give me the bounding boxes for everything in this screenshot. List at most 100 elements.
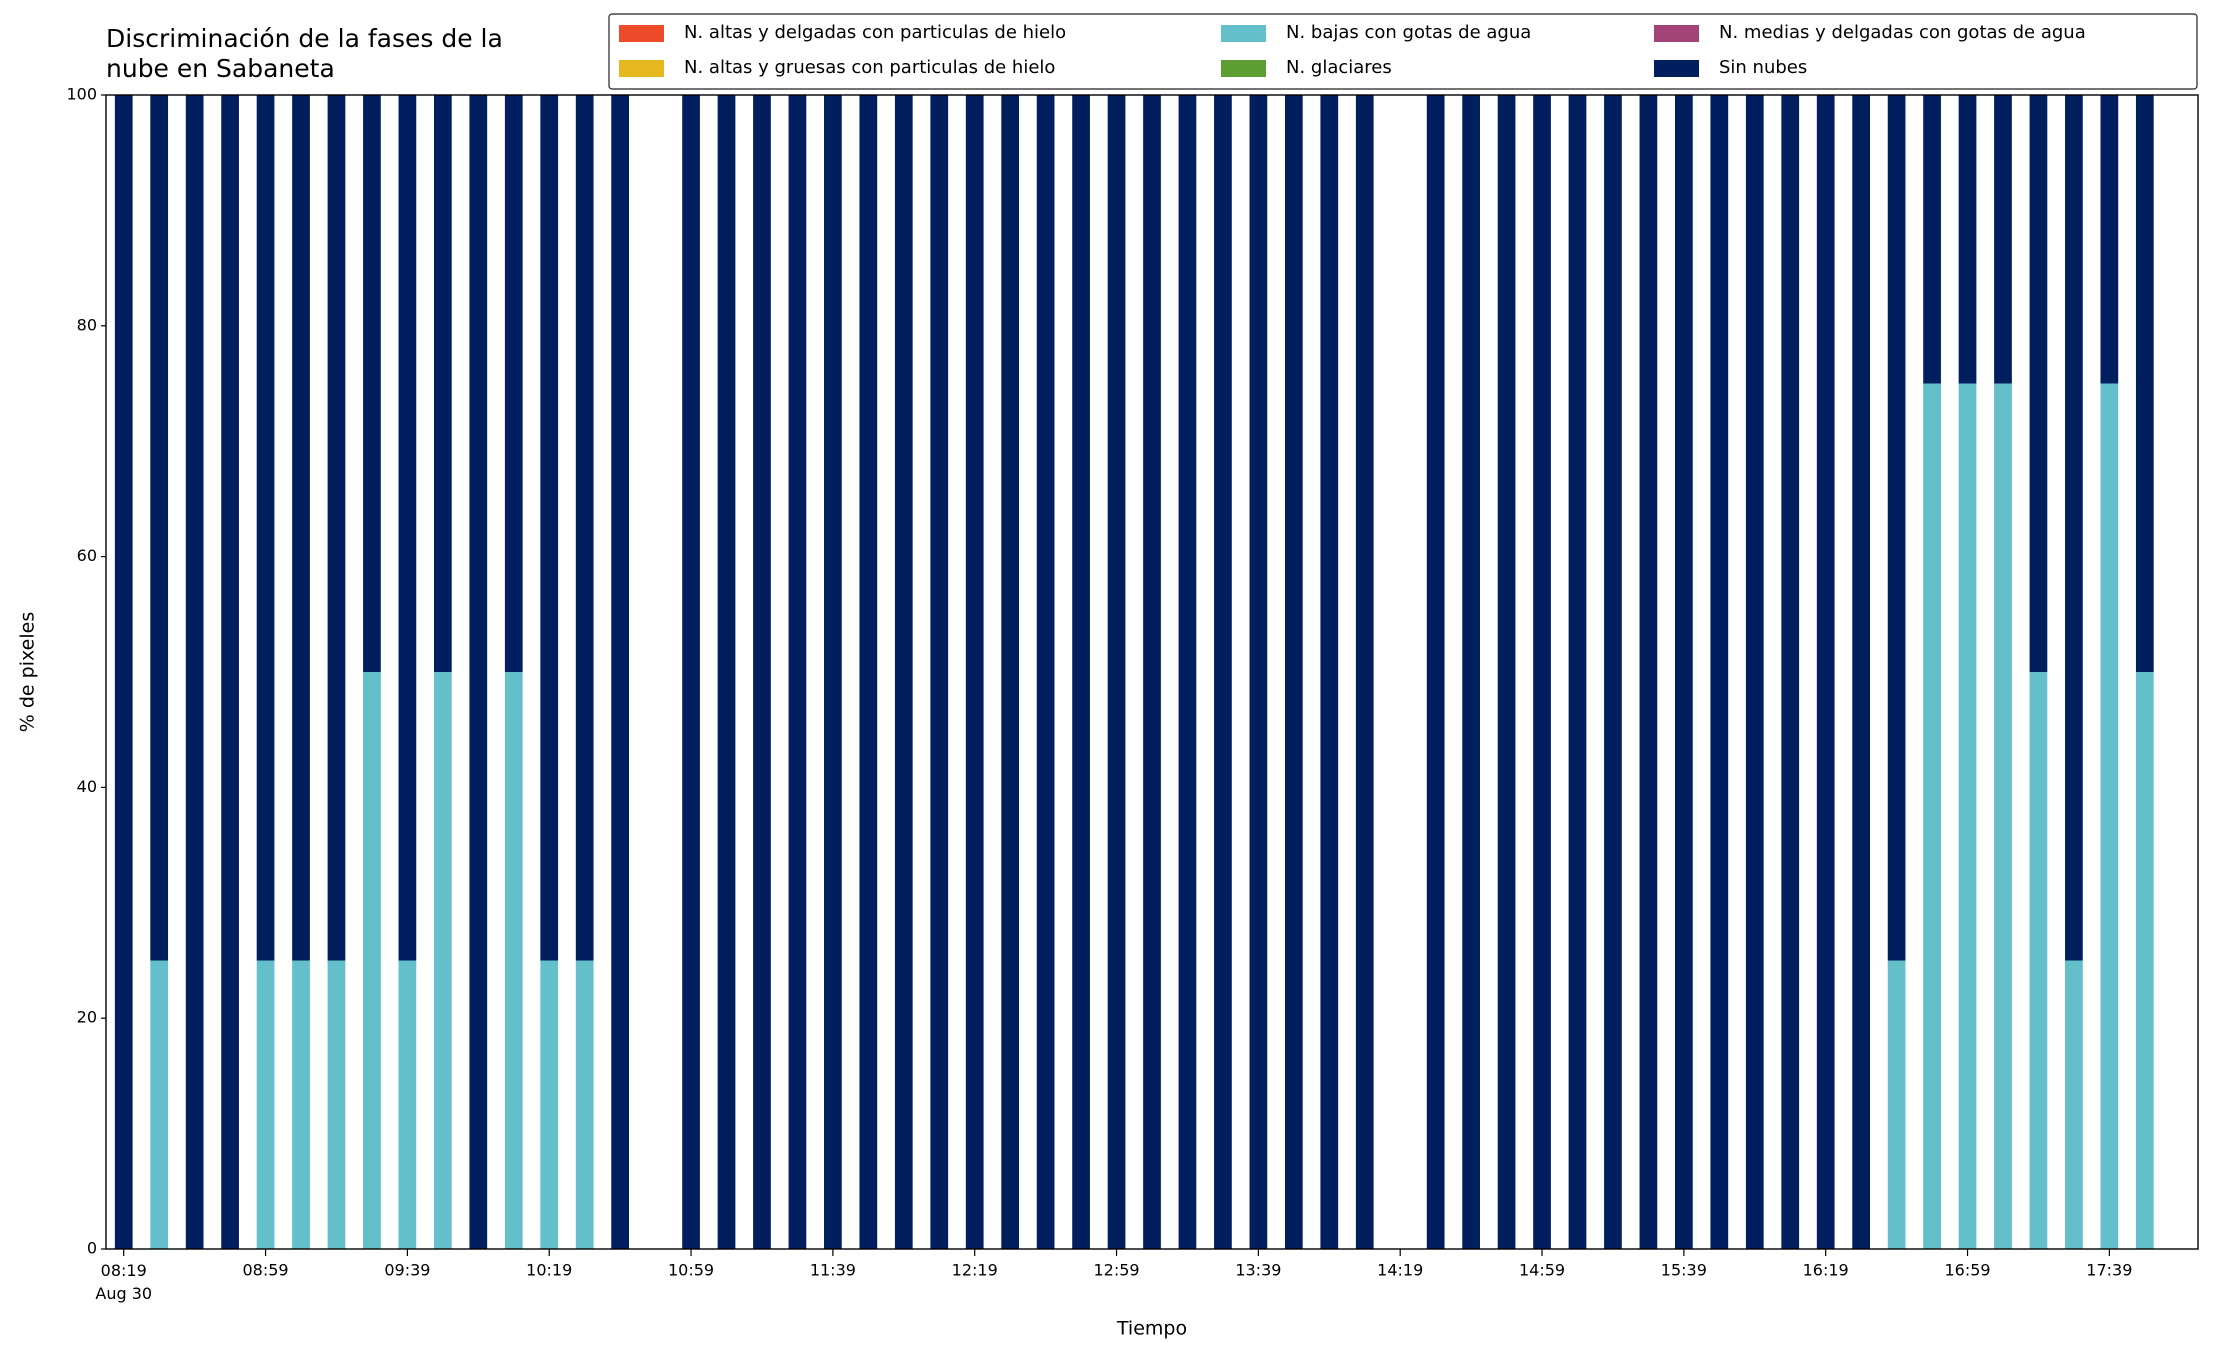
- y-tick-label: 100: [66, 85, 97, 104]
- legend-label: N. glaciares: [1286, 57, 1392, 78]
- bar-segment: [433, 95, 452, 672]
- bar-segment: [1994, 95, 2012, 384]
- bar-segment: [1426, 95, 1445, 1249]
- bar-segment: [150, 95, 169, 961]
- y-tick-label: 40: [77, 777, 97, 796]
- bar-segment: [1745, 95, 1764, 1249]
- bar-segment: [1143, 95, 1161, 1249]
- y-tick-label: 80: [77, 315, 97, 334]
- bar-segment: [1639, 95, 1658, 1249]
- bar-segment: [469, 95, 488, 1249]
- bar-segment: [221, 95, 239, 1249]
- bar-segment: [753, 95, 771, 1249]
- bar-segment: [185, 95, 204, 1249]
- x-tick-label: 08:19 Aug 30: [95, 1261, 152, 1303]
- bar-segment: [1001, 95, 1020, 1249]
- bar-segment: [256, 960, 275, 1249]
- y-tick-label: 0: [87, 1239, 97, 1258]
- x-tick-label: 14:19: [1377, 1261, 1423, 1280]
- bar-segment: [2100, 95, 2119, 384]
- bar-segment: [1178, 95, 1197, 1249]
- bar-segment: [1923, 95, 1941, 384]
- bar-segment: [398, 960, 417, 1249]
- bar-segment: [1604, 95, 1622, 1249]
- chart-title: Discriminación de la fases de la nube en …: [106, 24, 503, 83]
- bar-segment: [540, 95, 559, 961]
- x-tick-label: 15:39: [1661, 1261, 1707, 1280]
- legend-swatch: [1654, 25, 1699, 42]
- bar-segment: [965, 95, 984, 1249]
- bar-segment: [1107, 95, 1126, 1249]
- bar-segment: [859, 95, 878, 1249]
- bar-segment: [1533, 95, 1551, 1249]
- bar-segment: [824, 95, 842, 1249]
- bar-segment: [894, 95, 913, 1249]
- bar-segment: [1923, 383, 1941, 1249]
- bar-segment: [2065, 95, 2083, 961]
- bar-segment: [114, 95, 133, 1249]
- x-tick-label: 08:59: [243, 1261, 289, 1280]
- bar-segment: [1994, 383, 2012, 1249]
- x-tick-label: 10:19: [526, 1261, 572, 1280]
- bar-segment: [1852, 95, 1871, 1249]
- bar-segment: [292, 960, 310, 1249]
- bar-segment: [1710, 95, 1729, 1249]
- legend-swatch: [1221, 60, 1266, 77]
- legend-swatch: [619, 60, 664, 77]
- x-tick-label: 09:39: [384, 1261, 430, 1280]
- bar-segment: [2029, 672, 2048, 1249]
- bar-segment: [1816, 95, 1835, 1249]
- legend-swatch: [1654, 60, 1699, 77]
- bar-segment: [2135, 672, 2154, 1249]
- bar-segment: [1462, 95, 1480, 1249]
- bar-segment: [504, 672, 523, 1249]
- legend-label: N. altas y gruesas con particulas de hie…: [684, 57, 1055, 78]
- x-tick-label: 16:19: [1803, 1261, 1849, 1280]
- bar-segment: [398, 95, 417, 961]
- bar-segment: [2135, 95, 2154, 672]
- x-tick-label: 12:19: [952, 1261, 998, 1280]
- y-axis-label: % de pixeles: [17, 612, 39, 732]
- x-tick-label: 10:59: [668, 1261, 714, 1280]
- x-tick-label: 13:39: [1235, 1261, 1281, 1280]
- bar-segment: [256, 95, 275, 961]
- x-tick-label: 14:59: [1519, 1261, 1565, 1280]
- bar-segment: [1214, 95, 1232, 1249]
- x-tick-label: 17:39: [2086, 1261, 2132, 1280]
- x-tick-label: 11:39: [810, 1261, 856, 1280]
- bar-segment: [1887, 960, 1906, 1249]
- bar-segment: [1284, 95, 1303, 1249]
- legend-label: N. medias y delgadas con gotas de agua: [1719, 22, 2086, 43]
- bar-segment: [1958, 95, 1977, 384]
- bar-segment: [1036, 95, 1055, 1249]
- x-axis-label: Tiempo: [1116, 1318, 1187, 1340]
- bar-segment: [363, 95, 381, 672]
- bar-segment: [433, 672, 452, 1249]
- bar-segment: [2065, 960, 2083, 1249]
- bar-segment: [540, 960, 559, 1249]
- bar-segment: [363, 672, 381, 1249]
- bar-segment: [1249, 95, 1268, 1249]
- plot-frame: [105, 94, 2199, 1250]
- bar-segment: [1568, 95, 1587, 1249]
- bar-segment: [1887, 95, 1906, 961]
- bar-segment: [150, 960, 169, 1249]
- x-tick-label: 12:59: [1093, 1261, 1139, 1280]
- legend-box: [608, 13, 2198, 90]
- bar-segment: [2029, 95, 2048, 672]
- y-tick-label: 20: [77, 1008, 97, 1027]
- bar-segment: [1675, 95, 1693, 1249]
- bar-segment: [1781, 95, 1800, 1249]
- bar-segment: [327, 960, 346, 1249]
- bar-segment: [575, 960, 594, 1249]
- legend-swatch: [1221, 25, 1266, 42]
- bar-segment: [327, 95, 346, 961]
- y-tick-label: 60: [77, 546, 97, 565]
- bar-segment: [1958, 383, 1977, 1249]
- bar-segment: [2100, 383, 2119, 1249]
- legend-swatch: [619, 25, 664, 42]
- legend-label: N. bajas con gotas de agua: [1286, 22, 1531, 43]
- bar-segment: [1072, 95, 1090, 1249]
- x-tick-label: 16:59: [1944, 1261, 1990, 1280]
- bar-segment: [292, 95, 310, 961]
